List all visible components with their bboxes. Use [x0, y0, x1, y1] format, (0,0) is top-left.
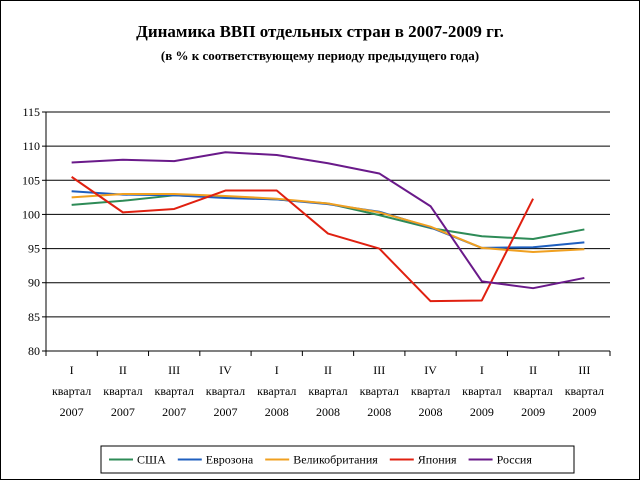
y-tick-label: 115 — [22, 105, 40, 119]
x-tick-label: I — [480, 363, 484, 377]
legend-label: Япония — [418, 453, 457, 467]
x-tick-label: 2008 — [419, 405, 443, 419]
x-tick-label: квартал — [155, 384, 194, 398]
legend-label: Великобритания — [293, 453, 378, 467]
x-tick-label: II — [119, 363, 127, 377]
legend-label: США — [137, 453, 166, 467]
x-tick-label: квартал — [103, 384, 142, 398]
series-lines — [71, 151, 585, 303]
x-tick-labels: Iквартал2007IIквартал2007IIIквартал2007I… — [52, 363, 604, 419]
y-tick-label: 80 — [28, 344, 40, 358]
chart-title: Динамика ВВП отдельных стран в 2007-2009… — [136, 22, 504, 41]
y-tick-labels: 80 85 90 95 100 105 110 115 — [22, 105, 40, 358]
x-tick-label: квартал — [411, 384, 450, 398]
x-tick-label: IV — [424, 363, 437, 377]
x-tick-label: 2009 — [521, 405, 545, 419]
x-tick-label: IV — [219, 363, 232, 377]
y-tick-label: 90 — [28, 276, 40, 290]
axes — [42, 111, 611, 356]
x-tick-label: II — [324, 363, 332, 377]
x-tick-label: 2007 — [162, 405, 186, 419]
x-tick-label: III — [578, 363, 590, 377]
x-tick-label: квартал — [52, 384, 91, 398]
legend: США Еврозона Великобритания Япония Россия — [100, 445, 575, 474]
y-tick-label: 105 — [22, 173, 40, 187]
chart-subtitle: (в % к соответствующему периоду предыдущ… — [160, 48, 480, 63]
x-tick-label: 2008 — [265, 405, 289, 419]
y-tick-label: 85 — [28, 310, 40, 324]
x-tick-label: квартал — [360, 384, 399, 398]
x-tick-label: I — [275, 363, 279, 377]
gridlines — [46, 111, 610, 318]
x-tick-label: 2008 — [367, 405, 391, 419]
x-tick-label: 2008 — [316, 405, 340, 419]
legend-label: Еврозона — [206, 453, 254, 467]
x-tick-label: квартал — [565, 384, 604, 398]
x-tick-label: квартал — [513, 384, 552, 398]
x-tick-label: III — [168, 363, 180, 377]
y-tick-label: 110 — [22, 139, 40, 153]
legend-label: Россия — [497, 453, 533, 467]
x-tick-label: квартал — [257, 384, 296, 398]
series-line — [71, 176, 534, 303]
x-tick-label: III — [373, 363, 385, 377]
x-tick-label: квартал — [206, 384, 245, 398]
series-line — [71, 190, 585, 249]
x-tick-label: 2007 — [213, 405, 237, 419]
x-tick-label: II — [529, 363, 537, 377]
x-tick-label: 2009 — [470, 405, 494, 419]
x-tick-label: 2009 — [572, 405, 596, 419]
x-tick-label: квартал — [462, 384, 501, 398]
series-line — [71, 151, 585, 290]
x-tick-label: I — [70, 363, 74, 377]
x-tick-label: 2007 — [60, 405, 84, 419]
y-tick-label: 95 — [28, 242, 40, 256]
series-line — [71, 192, 585, 253]
x-tick-label: 2007 — [111, 405, 135, 419]
y-tick-label: 100 — [22, 207, 40, 221]
x-tick-label: квартал — [308, 384, 347, 398]
